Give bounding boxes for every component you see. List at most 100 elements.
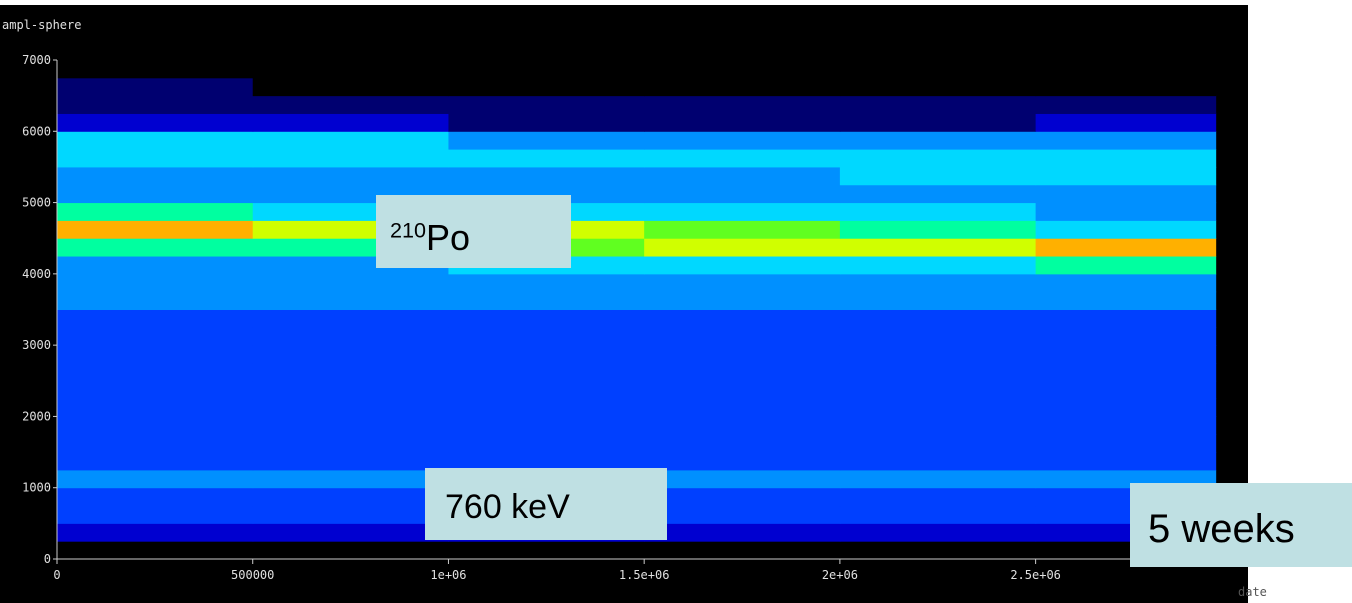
y-tick-label: 2000 (22, 409, 51, 423)
y-tick-label: 4000 (22, 267, 51, 281)
heatmap-cell (57, 149, 254, 168)
annotation: 5 weeks (1148, 507, 1295, 551)
heatmap-cell (839, 434, 1037, 453)
heatmap-cell (448, 345, 645, 364)
heatmap-cell (1035, 434, 1217, 453)
heatmap-cell (839, 523, 1037, 542)
heatmap-cell (839, 345, 1037, 364)
x-tick-label: 1e+06 (430, 568, 466, 582)
heatmap-cell (839, 131, 1037, 150)
heatmap-cell (448, 291, 645, 310)
heatmap-cell (644, 487, 841, 507)
heatmap-cell (252, 380, 449, 400)
annotation-box (425, 468, 667, 540)
heatmap-cell (57, 416, 254, 435)
heatmap-cell (1035, 202, 1217, 221)
heatmap-cell (644, 184, 841, 204)
heatmap-cell (57, 345, 254, 364)
heatmap-cell (448, 327, 645, 346)
heatmap-cell (839, 220, 1037, 239)
heatmap-cell (252, 166, 449, 186)
heatmap-cell (644, 77, 841, 97)
heatmap-cell (839, 469, 1037, 489)
heatmap-cell (839, 416, 1037, 435)
heatmap-cell (252, 416, 449, 435)
heatmap-cell (252, 273, 449, 293)
heatmap-cell (448, 166, 645, 186)
heatmap-cell (252, 487, 449, 507)
heatmap-cell (57, 434, 254, 453)
heatmap-cell (839, 309, 1037, 328)
heatmap-cell (644, 362, 841, 382)
heatmap-cell (252, 398, 449, 417)
heatmap-cell (57, 380, 254, 400)
heatmap-cell (839, 380, 1037, 400)
heatmap-cell (252, 309, 449, 328)
x-tick-label: 1.5e+06 (619, 568, 670, 582)
heatmap-cell (252, 434, 449, 453)
heatmap-cell (57, 77, 254, 97)
heatmap-cell (644, 256, 841, 275)
heatmap-cell (448, 131, 645, 150)
heatmap-cell (1035, 398, 1217, 417)
heatmap-cell (644, 273, 841, 293)
heatmap-cell (57, 184, 254, 204)
heatmap-cell (839, 113, 1037, 132)
heatmap-cell (252, 345, 449, 364)
heatmap-cell (644, 60, 841, 79)
heatmap-cell (1035, 380, 1217, 400)
heatmap-cell (448, 362, 645, 382)
heatmap-cell (57, 95, 254, 114)
heatmap-cell (57, 327, 254, 346)
heatmap-cell (57, 131, 254, 150)
heatmap-cell (252, 131, 449, 150)
heatmap-cell (839, 184, 1037, 204)
heatmap-cell (448, 77, 645, 97)
heatmap-cell (644, 541, 841, 560)
heatmap-cell (644, 220, 841, 239)
x-tick-label: 2.5e+06 (1010, 568, 1061, 582)
y-tick-label: 0 (44, 552, 51, 566)
heatmap-cell (252, 113, 449, 132)
heatmap-cell (644, 469, 841, 489)
heatmap-cell (839, 327, 1037, 346)
heatmap-cell (252, 149, 449, 168)
heatmap-cell (839, 452, 1037, 471)
heatmap-cell (448, 113, 645, 132)
heatmap-cell (644, 113, 841, 132)
heatmap-cell (839, 362, 1037, 382)
heatmap-cell (1035, 131, 1217, 150)
heatmap-cell (448, 273, 645, 293)
y-tick-label: 6000 (22, 124, 51, 138)
x-tick-label: 500000 (231, 568, 274, 582)
heatmap-cell (57, 291, 254, 310)
heatmap-cell (1035, 345, 1217, 364)
heatmap-cell (252, 541, 449, 560)
heatmap-cell (252, 452, 449, 471)
heatmap-cell (1035, 452, 1217, 471)
heatmap-cell (448, 434, 645, 453)
annotation-box (376, 195, 571, 268)
heatmap-cell (57, 523, 254, 542)
heatmap-cell (252, 362, 449, 382)
heatmap-cell (57, 256, 254, 275)
heatmap-cell (839, 60, 1037, 79)
heatmap-cell (252, 291, 449, 310)
y-tick-label: 3000 (22, 338, 51, 352)
heatmap-cell (57, 452, 254, 471)
annotation: 210Po (390, 217, 470, 258)
heatmap-cell (644, 505, 841, 524)
heatmap-cell (644, 523, 841, 542)
heatmap-cell (448, 416, 645, 435)
heatmap-cell (839, 149, 1037, 168)
heatmap-cell (57, 362, 254, 382)
heatmap-cell (1035, 184, 1217, 204)
heatmap-cell (1035, 416, 1217, 435)
heatmap-cell (644, 380, 841, 400)
heatmap-cell (1035, 291, 1217, 310)
heatmap-cell (448, 149, 645, 168)
heatmap-cell (448, 95, 645, 114)
annotation: 760 keV (445, 488, 570, 526)
heatmap-cell (839, 273, 1037, 293)
x-tick-label: 2e+06 (822, 568, 858, 582)
